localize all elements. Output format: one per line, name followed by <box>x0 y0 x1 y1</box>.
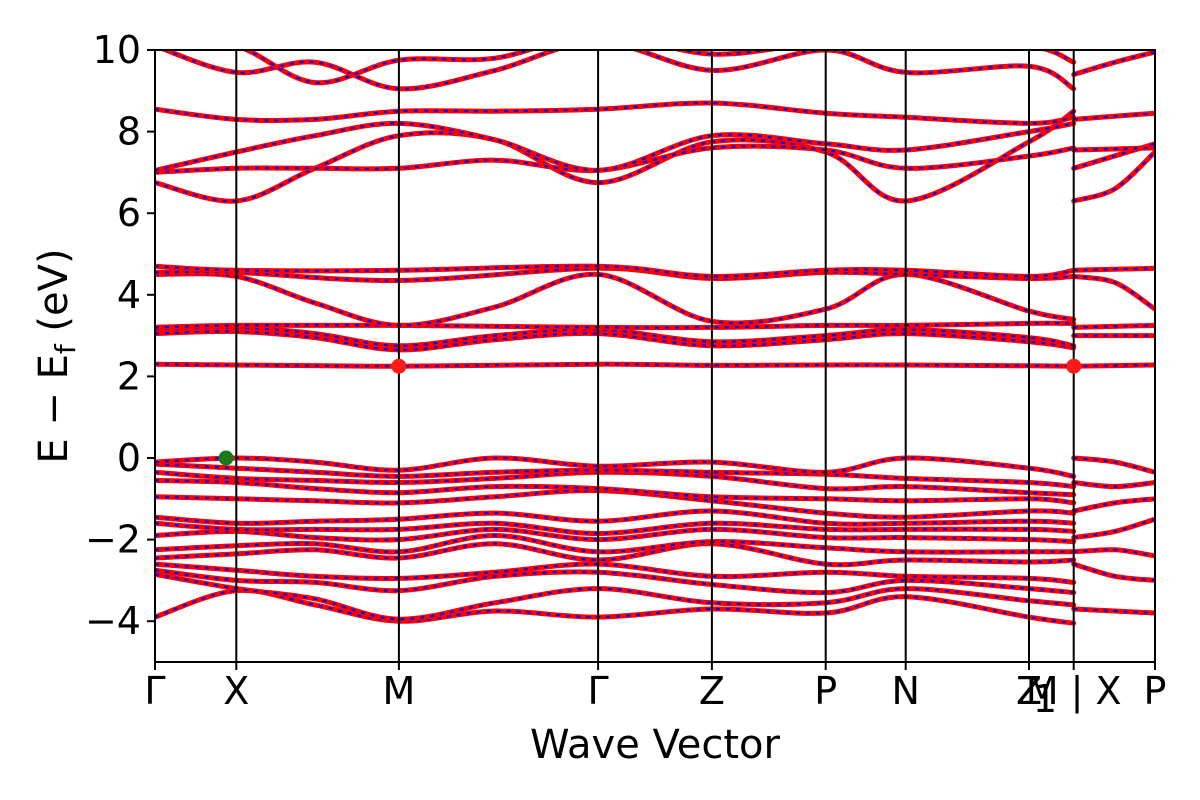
band-overlay-24 <box>155 101 1074 125</box>
band-overlay-32 <box>1073 481 1155 488</box>
high-symmetry-lines <box>235 50 1075 662</box>
cbm-marker-1 <box>391 358 407 374</box>
cbm-marker-2 <box>1066 358 1082 374</box>
y-tick-label: 4 <box>117 273 141 317</box>
band-overlay-4 <box>155 542 1074 566</box>
band-overlay-42 <box>1073 112 1155 121</box>
y-axis-label-unit: (eV) <box>31 248 77 331</box>
band-overlay-36 <box>1073 324 1155 329</box>
band-overlay-5 <box>155 534 1074 554</box>
x-tick-label: X <box>223 669 249 713</box>
band-overlay-31 <box>1073 497 1155 513</box>
x-tick-label: Z <box>699 669 725 713</box>
y-axis-label-subscript: f <box>49 343 82 354</box>
x-tick-label: P <box>1144 669 1167 713</box>
plot-frame <box>154 49 1156 663</box>
band-overlay-23 <box>155 122 1074 172</box>
y-axis-label: E − Ef (eV) <box>31 248 82 463</box>
band-line-26 <box>240 50 1077 86</box>
band-overlay-39 <box>1073 151 1155 203</box>
band-overlay-2 <box>155 569 1074 594</box>
band-overlay-30 <box>1073 518 1155 539</box>
band-overlay-3 <box>155 562 1074 584</box>
band-overlay-17 <box>155 322 1074 329</box>
band-overlay-14 <box>155 363 1074 368</box>
band-overlay-41 <box>1073 146 1155 152</box>
band-overlay-13 <box>155 456 1074 478</box>
band-overlay-43 <box>1073 50 1155 76</box>
y-tick-label: −2 <box>85 518 141 562</box>
band-overlay-28 <box>1073 563 1155 582</box>
band-overlay-33 <box>1073 456 1155 474</box>
y-tick-label: 8 <box>117 110 141 154</box>
y-tick-label: 6 <box>117 191 141 235</box>
band-overlay-6 <box>155 528 1074 543</box>
y-axis: −4 −2 0 2 4 6 8 10 <box>85 28 155 643</box>
y-axis-label-main: E − E <box>31 354 77 464</box>
vbm-marker-0 <box>218 450 234 466</box>
band-overlay-34 <box>1073 363 1155 368</box>
band-overlay-7 <box>155 522 1074 535</box>
x-tick-label: N <box>891 669 919 713</box>
x-axis: Γ X M Γ Z P N ZM | X P1 <box>144 662 1166 721</box>
band-edge-markers <box>218 358 1082 466</box>
band-overlay-21 <box>155 110 1075 203</box>
band-overlay-40 <box>1073 142 1155 170</box>
y-tick-label: 2 <box>117 354 141 398</box>
x-tick-subscript: 1 <box>1033 677 1057 721</box>
x-tick-label: P <box>814 669 837 713</box>
x-tick-label: M <box>383 669 416 713</box>
band-overlay-38 <box>1073 267 1155 272</box>
x-tick-label: Γ <box>588 669 609 713</box>
x-tick-label: M | X <box>1026 669 1122 714</box>
band-overlay-15 <box>155 330 1074 352</box>
x-axis-label: Wave Vector <box>530 722 781 768</box>
band-overlay-29 <box>1073 548 1155 557</box>
band-lines <box>155 50 1155 626</box>
y-tick-label: 10 <box>93 28 141 72</box>
axes-frame <box>154 49 1156 663</box>
y-tick-label: −4 <box>85 599 141 643</box>
x-tick-label: Γ <box>144 669 165 713</box>
band-overlay-22 <box>155 145 1074 174</box>
y-tick-label: 0 <box>117 436 141 480</box>
band-line-25 <box>159 50 1077 92</box>
band-overlay-16 <box>155 326 1074 347</box>
y-axis-label-space <box>31 332 77 345</box>
band-overlay-37 <box>1073 275 1155 311</box>
band-overlay-27 <box>1073 607 1155 615</box>
band-overlay-19 <box>155 267 1074 282</box>
x-tick-label: Z <box>1016 669 1042 713</box>
band-overlay-8 <box>155 509 1074 526</box>
band-overlay-20 <box>155 264 1074 278</box>
